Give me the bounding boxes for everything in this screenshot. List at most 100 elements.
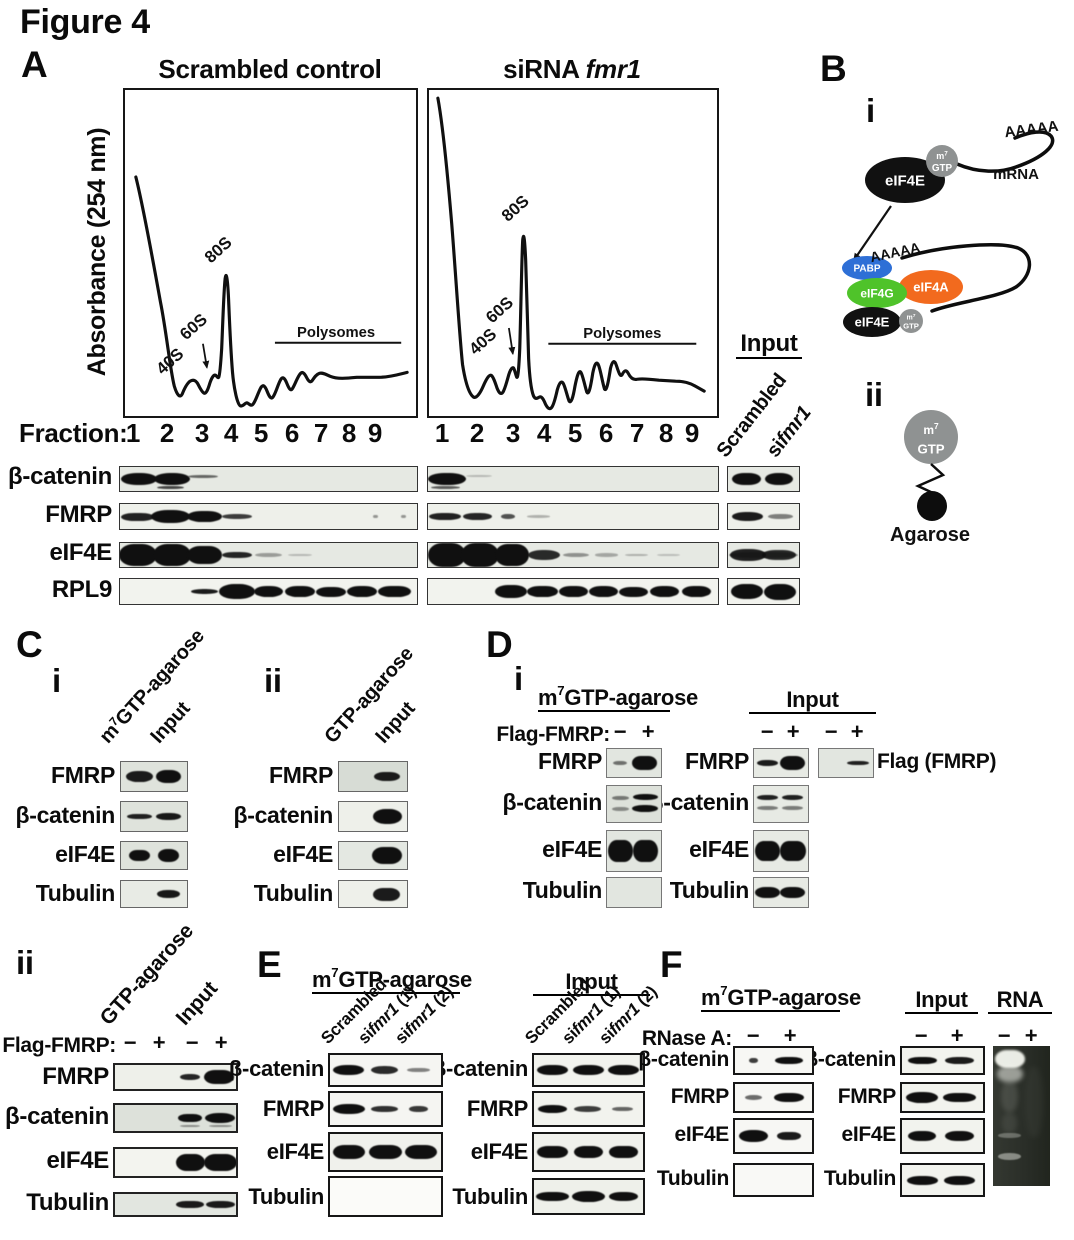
- blot-c2-fmrp: [338, 761, 408, 792]
- gtp-label: GTP: [932, 163, 953, 174]
- c1-row-fmrp: FMRP: [51, 762, 115, 788]
- d2-lane-plus-1: +: [152, 1030, 166, 1055]
- fraction-tick: 4: [536, 418, 552, 448]
- fraction-tick: 9: [684, 418, 700, 448]
- protein-band: [633, 839, 659, 863]
- protein-band: [731, 512, 763, 521]
- blot-c2-bcatenin: [338, 801, 408, 832]
- protein-band: [176, 1200, 204, 1209]
- f2-row-tubulin: Tubulin: [823, 1167, 896, 1190]
- d1-input-row-tubulin: Tubulin: [669, 877, 750, 903]
- protein-band: [943, 1092, 976, 1103]
- protein-band: [374, 771, 401, 782]
- rna-band: [998, 1133, 1021, 1139]
- rna-band: [1000, 1081, 1019, 1112]
- row-bcatenin-a: β-catenin: [8, 463, 112, 490]
- protein-band: [763, 583, 797, 600]
- protein-band: [378, 585, 412, 598]
- blot-e1-tubulin: [328, 1176, 443, 1217]
- e2-row-fmrp: FMRP: [466, 1096, 528, 1121]
- e1-row-tubulin: Tubulin: [248, 1184, 324, 1209]
- protein-band: [500, 514, 515, 519]
- fraction-tick: 8: [658, 418, 674, 448]
- agarose-bead: [917, 491, 947, 521]
- e-header-input: Input: [533, 970, 650, 997]
- eif4g-ellipse-label: eIF4G: [860, 286, 893, 300]
- d2-row-tubulin: Tubulin: [26, 1189, 109, 1216]
- protein-band: [731, 472, 762, 486]
- blot-d1m-tubulin: [606, 877, 662, 908]
- protein-band: [186, 511, 223, 522]
- protein-band: [779, 756, 805, 770]
- blot-e1-fmrp: [328, 1091, 443, 1127]
- protein-band: [762, 549, 797, 561]
- protein-band: [775, 1056, 803, 1065]
- f2-row-eif4e: eIF4E: [841, 1123, 896, 1146]
- protein-band: [373, 887, 401, 901]
- protein-band: [757, 760, 778, 766]
- blot-f1-tubulin: [733, 1163, 814, 1197]
- f2-row-fmrp: FMRP: [837, 1085, 897, 1108]
- protein-band: [155, 769, 182, 784]
- f1-row-eif4e: eIF4E: [674, 1123, 729, 1146]
- f-input-lane-minus: −: [914, 1023, 928, 1048]
- panel-b-ii: ii: [865, 376, 883, 413]
- absorbance-trace: [134, 175, 409, 408]
- eif4a-ellipse: [899, 270, 963, 304]
- peak-label-60s: 60S: [482, 293, 517, 327]
- protein-band: [612, 760, 627, 766]
- protein-band: [607, 1064, 640, 1076]
- mrna-polya-top-label: AAAAA: [1004, 118, 1060, 141]
- protein-band: [908, 1130, 936, 1142]
- panel-c-i: i: [52, 662, 61, 699]
- protein-band: [536, 1145, 569, 1159]
- panel-b-letter: B: [820, 48, 847, 89]
- fraction-tick: 5: [567, 418, 583, 448]
- protein-band: [536, 1064, 569, 1076]
- f1-row-tubulin: Tubulin: [656, 1167, 729, 1190]
- protein-band: [219, 584, 256, 599]
- e2-row-bcatenin: β-catenin: [432, 1056, 528, 1081]
- label-part: 7: [557, 683, 565, 699]
- blot-e1-bcatenin: [328, 1053, 443, 1087]
- protein-band: [121, 512, 155, 521]
- protein-band: [347, 586, 377, 597]
- gtp-label: GTP: [903, 321, 919, 330]
- blot-f2-fmrp: [900, 1082, 985, 1113]
- protein-band: [177, 1113, 203, 1123]
- blot-c2-eif4e: [338, 841, 408, 870]
- protein-band: [155, 813, 182, 820]
- protein-band: [681, 586, 711, 597]
- pabp-ellipse: [842, 256, 892, 280]
- protein-band: [253, 586, 284, 597]
- peak-label-60s: 60S: [176, 310, 211, 344]
- rna-band: [996, 1065, 1024, 1083]
- e1-row-fmrp: FMRP: [262, 1096, 324, 1121]
- panel-c-ii: ii: [264, 662, 282, 699]
- initiation-complex-diagram: eIF4EPABPeIF4AeIF4GeIF4Em7GTPm7GTPm7GTPA…: [842, 118, 1060, 546]
- protein-band: [594, 553, 618, 557]
- protein-band: [944, 1057, 975, 1064]
- panel-a-letter: A: [21, 44, 48, 85]
- protein-band: [744, 1095, 763, 1100]
- mrna-path: [955, 130, 1055, 173]
- 60s-arrow: [202, 343, 210, 369]
- protein-band: [611, 795, 630, 801]
- protein-band: [462, 513, 492, 520]
- protein-band: [186, 546, 223, 564]
- protein-band: [562, 553, 589, 557]
- blot-a-rpl9-input: [727, 578, 800, 605]
- protein-band: [370, 1066, 399, 1074]
- f-rnase-a-label: RNase A:: [641, 1027, 732, 1050]
- fraction-tick: 6: [598, 418, 614, 448]
- protein-band: [208, 1125, 232, 1128]
- blot-a-eif4e-input: [727, 542, 800, 568]
- fraction-tick: 1: [434, 418, 450, 448]
- blot-f1-eif4e: [733, 1118, 814, 1154]
- plot-title-sirna: siRNA fmr1: [422, 55, 722, 83]
- protein-band: [767, 514, 794, 519]
- blot-a-eif4e-scrambled: [119, 542, 418, 568]
- protein-band: [632, 755, 658, 771]
